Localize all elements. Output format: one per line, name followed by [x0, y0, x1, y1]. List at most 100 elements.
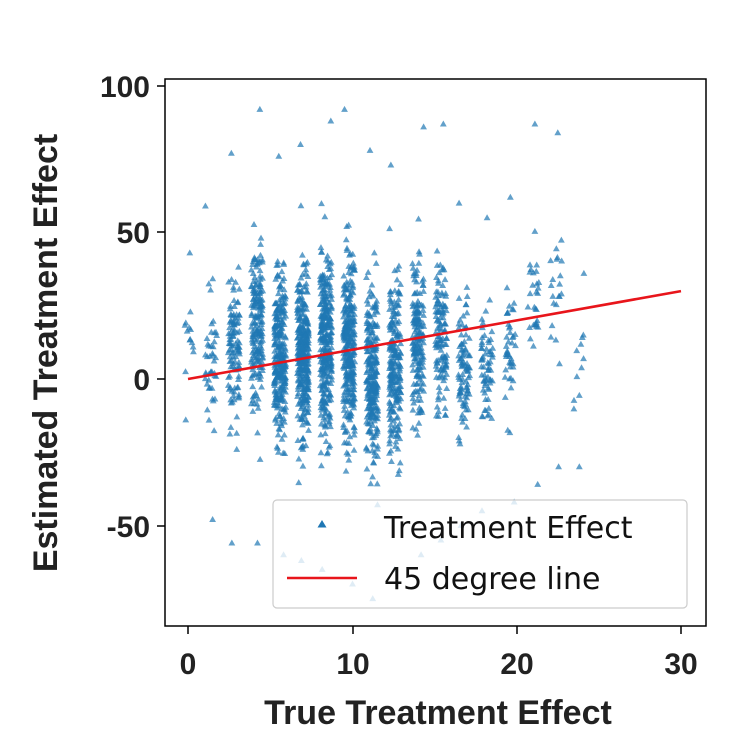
scatter-point	[346, 362, 353, 369]
scatter-point	[271, 322, 279, 329]
scatter-point	[438, 289, 446, 296]
scatter-point	[395, 262, 403, 269]
scatter-point	[533, 261, 541, 268]
scatter-point	[209, 317, 217, 324]
scatter-point	[210, 357, 218, 364]
scatter-point	[365, 340, 373, 347]
scatter-point	[319, 356, 327, 363]
scatter-point	[503, 284, 511, 291]
y-tick-label: 0	[133, 364, 150, 397]
scatter-point	[230, 297, 238, 304]
scatter-point	[387, 319, 395, 326]
scatter-point	[300, 305, 308, 312]
scatter-point	[478, 315, 486, 322]
scatter-point	[278, 340, 286, 347]
scatter-point	[459, 371, 467, 378]
scatter-point	[350, 266, 358, 273]
scatter-point	[340, 290, 348, 297]
scatter-point	[274, 330, 282, 337]
scatter-point	[389, 426, 397, 433]
scatter-point	[478, 344, 486, 351]
scatter-point	[272, 366, 280, 373]
scatter-point	[455, 199, 463, 206]
scatter-point	[393, 276, 401, 283]
scatter-point	[364, 300, 372, 307]
scatter-point	[229, 359, 237, 366]
scatter-point	[483, 214, 491, 221]
scatter-point	[482, 396, 489, 403]
scatter-point	[502, 342, 510, 349]
scatter-point	[394, 334, 401, 341]
scatter-point	[324, 252, 331, 259]
scatter-point	[388, 458, 395, 465]
scatter-point	[415, 392, 423, 399]
scatter-point	[202, 351, 209, 358]
scatter-point	[418, 371, 426, 378]
scatter-point	[386, 440, 393, 447]
scatter-point	[350, 431, 358, 438]
scatter-point	[299, 299, 307, 306]
scatter-point	[547, 257, 555, 264]
scatter-point	[397, 389, 405, 396]
scatter-point	[227, 399, 235, 406]
scatter-point	[327, 362, 335, 369]
scatter-point	[270, 379, 278, 386]
scatter-point	[327, 423, 334, 430]
scatter-point	[210, 427, 218, 434]
scatter-point	[256, 306, 264, 313]
scatter-point	[294, 369, 302, 376]
scatter-point	[304, 325, 312, 332]
scatter-point	[533, 280, 541, 287]
scatter-point	[388, 371, 396, 378]
scatter-point	[409, 391, 417, 398]
scatter-point	[302, 331, 310, 338]
scatter-point	[342, 350, 349, 357]
scatter-point	[186, 249, 194, 256]
scatter-point	[272, 275, 280, 282]
scatter-point	[463, 309, 471, 316]
scatter-point	[322, 364, 330, 371]
scatter-point	[325, 419, 333, 426]
scatter-point	[258, 296, 266, 303]
scatter-point	[409, 395, 417, 402]
scatter-point	[280, 286, 288, 293]
scatter-point	[374, 404, 382, 411]
scatter-point	[374, 445, 381, 452]
scatter-point	[387, 300, 395, 307]
scatter-point	[272, 299, 280, 306]
scatter-point	[229, 325, 237, 332]
scatter-point	[526, 324, 533, 331]
scatter-point	[504, 426, 512, 433]
scatter-point	[300, 261, 308, 268]
scatter-point	[319, 371, 326, 378]
scatter-point	[462, 401, 470, 408]
scatter-point	[348, 371, 356, 378]
scatter-point	[370, 459, 378, 466]
scatter-point	[552, 245, 560, 252]
scatter-point	[372, 387, 380, 394]
scatter-point	[463, 293, 471, 300]
scatter-point	[419, 363, 427, 370]
scatter-point	[342, 327, 350, 334]
scatter-point	[207, 286, 215, 293]
scatter-point	[372, 302, 380, 309]
scatter-point	[256, 455, 264, 462]
scatter-point	[368, 326, 376, 333]
scatter-point	[209, 350, 216, 357]
scatter-point	[254, 539, 261, 546]
scatter-point	[439, 335, 447, 342]
scatter-point	[208, 384, 216, 391]
scatter-point	[481, 381, 489, 388]
scatter-point	[486, 296, 494, 303]
scatter-point	[456, 396, 464, 403]
scatter-point	[204, 340, 212, 347]
scatter-point	[397, 280, 404, 287]
scatter-point	[324, 395, 332, 402]
scatter-point	[297, 374, 305, 381]
scatter-point	[531, 227, 539, 234]
scatter-point	[478, 340, 486, 347]
scatter-point	[318, 386, 326, 393]
scatter-point	[321, 334, 328, 341]
scatter-point	[183, 327, 191, 334]
scatter-point	[324, 274, 331, 281]
